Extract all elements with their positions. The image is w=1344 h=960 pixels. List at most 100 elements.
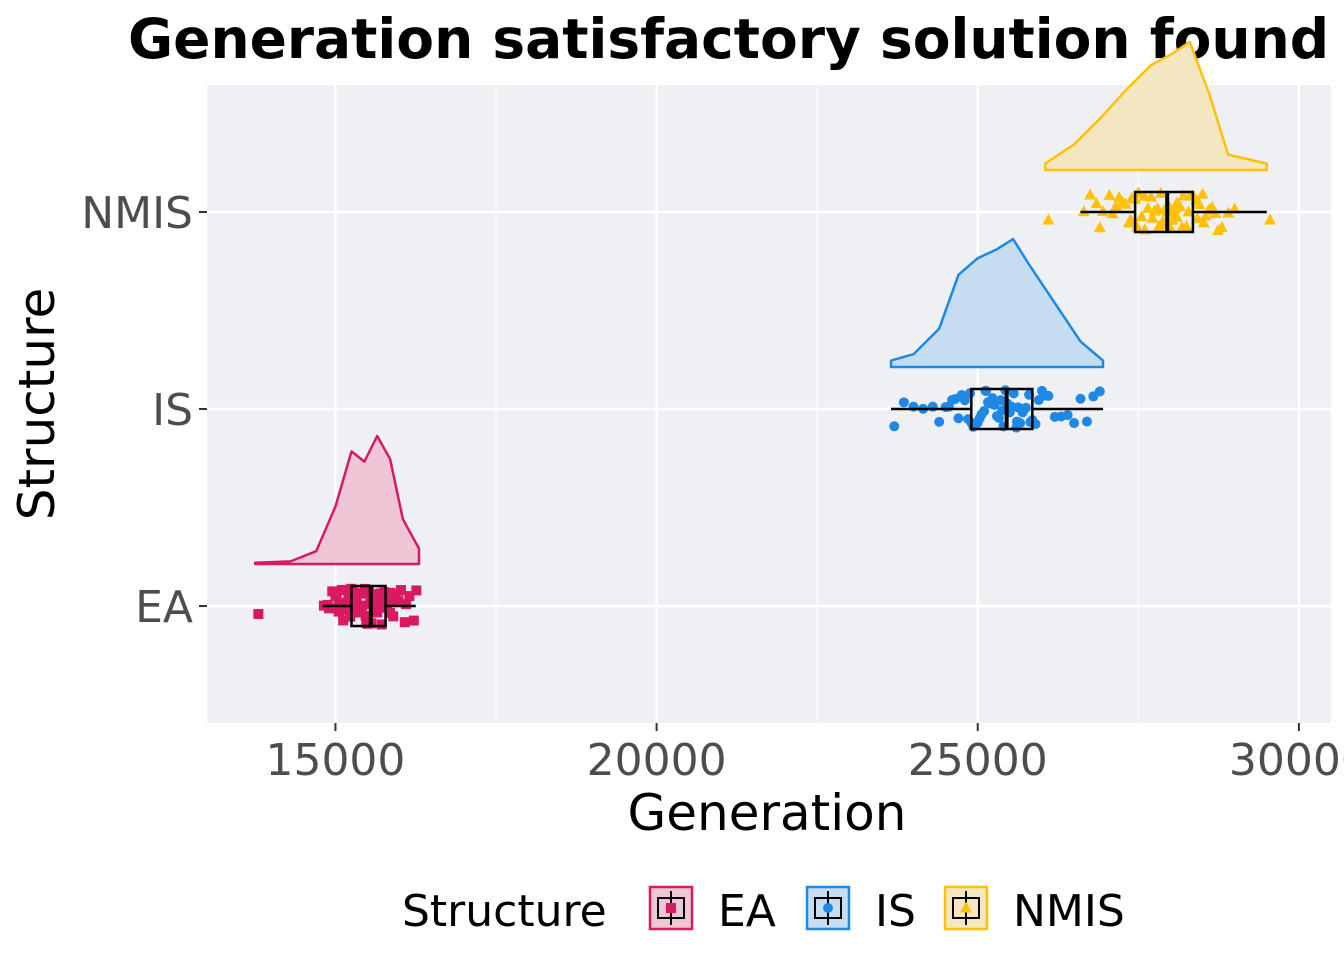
density-cloud	[889, 237, 1105, 369]
x-tick-label: 15000	[265, 735, 405, 786]
data-point	[1040, 390, 1051, 401]
data-point	[376, 619, 387, 630]
outlier-point	[1042, 213, 1055, 225]
data-point	[395, 585, 406, 596]
data-point	[1113, 191, 1126, 203]
data-point	[1119, 197, 1132, 209]
data-point	[336, 584, 347, 595]
data-point	[979, 406, 990, 417]
data-point	[1170, 210, 1183, 222]
data-point	[343, 592, 354, 603]
data-point	[1025, 417, 1036, 428]
data-point	[401, 599, 412, 610]
data-point	[1193, 198, 1206, 210]
legend-marker	[960, 901, 972, 913]
data-point	[1191, 212, 1204, 224]
data-point	[1151, 202, 1164, 214]
data-point	[1069, 418, 1080, 429]
data-point	[389, 590, 400, 601]
data-point	[1090, 197, 1103, 209]
data-point	[889, 421, 900, 432]
legend-label: IS	[875, 886, 916, 937]
legend-label: EA	[718, 886, 776, 937]
data-point	[357, 600, 368, 611]
legend-box	[952, 897, 980, 919]
data-point	[1141, 201, 1154, 213]
data-point	[1020, 402, 1031, 413]
data-point	[338, 615, 349, 626]
data-point	[1135, 210, 1148, 222]
data-point	[381, 602, 392, 613]
data-point	[331, 590, 342, 601]
data-point	[399, 617, 410, 628]
data-point	[959, 395, 970, 406]
legend: Structure EA IS NMIS	[402, 885, 1125, 937]
data-point	[383, 594, 394, 605]
legend-title: Structure	[402, 886, 607, 937]
x-tick-label: 20000	[587, 735, 727, 786]
series-layer	[253, 40, 1276, 630]
data-point	[1084, 188, 1097, 200]
data-point	[993, 413, 1004, 424]
data-point	[980, 385, 991, 396]
data-point	[1145, 190, 1158, 202]
data-point	[1103, 188, 1116, 200]
iqr-box	[970, 387, 1034, 431]
data-point	[953, 413, 964, 424]
chart-title: Generation satisfactory solution found	[128, 7, 1329, 71]
legend-box	[814, 897, 842, 919]
legend-marker	[666, 903, 676, 913]
data-point	[1211, 224, 1224, 236]
data-point	[1175, 220, 1188, 232]
data-point	[379, 587, 390, 598]
data-point	[1008, 388, 1019, 399]
data-point	[1197, 216, 1210, 228]
data-point	[1124, 213, 1137, 225]
y-axis: EA IS NMIS	[81, 188, 207, 633]
data-point	[333, 606, 344, 617]
data-point	[385, 607, 396, 618]
density-cloud	[1043, 40, 1269, 172]
data-point	[351, 597, 362, 608]
data-point	[1081, 416, 1092, 427]
legend-label: NMIS	[1013, 886, 1125, 937]
data-point	[1169, 202, 1182, 214]
data-point	[1062, 410, 1073, 421]
data-point	[898, 397, 909, 408]
x-tick-label: 30000	[1229, 735, 1344, 786]
data-point	[360, 610, 371, 621]
x-tick-label: 25000	[908, 735, 1048, 786]
data-point	[1146, 211, 1159, 223]
x-axis: 15000 20000 25000 30000	[265, 723, 1344, 786]
data-point	[1075, 393, 1086, 404]
data-point	[1196, 187, 1209, 199]
outlier-point	[1263, 213, 1276, 225]
data-point	[1199, 209, 1212, 221]
legend-key-ea	[648, 885, 694, 931]
data-point	[1096, 205, 1109, 217]
legend-marker	[823, 903, 833, 913]
y-axis-title: Structure	[8, 288, 66, 521]
data-point	[340, 604, 351, 615]
data-point	[1182, 205, 1195, 217]
data-point	[408, 615, 419, 626]
series-is	[889, 237, 1105, 433]
y-tick-label: EA	[135, 582, 193, 633]
series-ea	[253, 434, 422, 630]
legend-box	[657, 897, 685, 919]
legend-key-is	[805, 885, 851, 931]
data-point	[404, 591, 415, 602]
data-point	[1093, 221, 1106, 233]
y-tick-label: NMIS	[81, 188, 193, 239]
y-tick-label: IS	[152, 385, 193, 436]
data-point	[369, 606, 380, 617]
data-point	[934, 416, 945, 427]
data-point	[411, 585, 422, 596]
density-cloud	[253, 434, 421, 566]
x-axis-title: Generation	[628, 784, 907, 842]
data-point	[1011, 416, 1022, 427]
data-point	[1094, 386, 1105, 397]
outlier-point	[253, 609, 264, 619]
iqr-box	[1133, 190, 1195, 234]
